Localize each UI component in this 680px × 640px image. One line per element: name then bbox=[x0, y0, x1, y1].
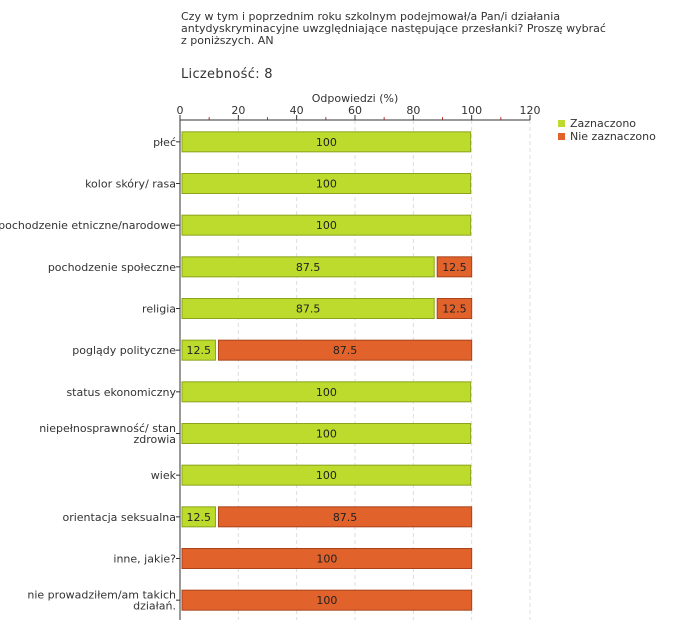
legend-swatch-not-selected bbox=[558, 133, 565, 140]
bar-label-not-selected: 100 bbox=[316, 553, 337, 566]
legend-label-selected: Zaznaczono bbox=[570, 117, 637, 130]
bar-label-selected: 100 bbox=[316, 136, 337, 149]
chart-title: Czy w tym i poprzednim roku szkolnym pod… bbox=[181, 10, 606, 47]
category-label: orientacja seksualna bbox=[62, 511, 176, 524]
bar-label-selected: 100 bbox=[316, 219, 337, 232]
category-label: pochodzenie społeczne bbox=[48, 261, 176, 274]
bar-label-not-selected: 87.5 bbox=[333, 344, 358, 357]
x-tick-label: 40 bbox=[290, 104, 304, 117]
category-label: inne, jakie? bbox=[113, 553, 176, 566]
bar-selected bbox=[181, 464, 472, 486]
x-tick-label: 80 bbox=[406, 104, 420, 117]
bar-selected bbox=[181, 256, 435, 278]
x-tick-label: 100 bbox=[461, 104, 482, 117]
bar-label-selected: 87.5 bbox=[296, 303, 321, 316]
category-label: płeć bbox=[153, 136, 176, 149]
bar-not-selected bbox=[217, 339, 473, 361]
bar-label-selected: 100 bbox=[316, 386, 337, 399]
legend-label-not-selected: Nie zaznaczono bbox=[570, 130, 656, 143]
x-tick-label: 120 bbox=[520, 104, 541, 117]
bar-label-selected: 87.5 bbox=[296, 261, 321, 274]
category-label: zdrowia bbox=[133, 433, 176, 446]
category-label: status ekonomiczny bbox=[66, 386, 176, 399]
category-label: kolor skóry/ rasa bbox=[85, 178, 176, 191]
category-label: religia bbox=[142, 303, 176, 316]
bar-selected bbox=[181, 506, 216, 528]
x-tick-label: 0 bbox=[177, 104, 184, 117]
bar-not-selected bbox=[436, 298, 473, 319]
category-label: wiek bbox=[151, 469, 177, 482]
x-tick-label: 20 bbox=[231, 104, 245, 117]
bar-label-not-selected: 12.5 bbox=[442, 261, 467, 274]
bar-label-not-selected: 87.5 bbox=[333, 511, 358, 524]
category-label: nie prowadziłem/am takich bbox=[27, 589, 176, 602]
bar-not-selected bbox=[436, 256, 473, 278]
category-label: pochodzenie etniczne/narodowe bbox=[0, 219, 176, 232]
bar-label-selected: 12.5 bbox=[186, 511, 211, 524]
x-axis-title: Odpowiedzi (%) bbox=[312, 92, 399, 105]
category-label: działań. bbox=[133, 600, 176, 613]
bar-selected bbox=[181, 339, 216, 361]
bar-selected bbox=[181, 173, 472, 194]
bar-label-not-selected: 12.5 bbox=[442, 303, 467, 316]
bar-selected bbox=[181, 131, 472, 153]
bar-not-selected bbox=[217, 506, 473, 528]
bar-label-selected: 12.5 bbox=[186, 344, 211, 357]
bar-selected bbox=[181, 423, 472, 444]
bar-not-selected bbox=[181, 589, 473, 611]
sample-count: Liczebność: 8 bbox=[181, 67, 273, 82]
legend-item-not-selected: Nie zaznaczono bbox=[558, 130, 656, 143]
legend-item-selected: Zaznaczono bbox=[558, 117, 656, 130]
chart-legend: Zaznaczono Nie zaznaczono bbox=[558, 117, 656, 143]
bar-selected bbox=[181, 214, 472, 236]
category-label: niepełnosprawność/ stan bbox=[39, 422, 176, 435]
legend-swatch-selected bbox=[558, 120, 565, 127]
x-tick-label: 60 bbox=[348, 104, 362, 117]
bar-selected bbox=[181, 298, 435, 319]
bar-not-selected bbox=[181, 548, 473, 569]
bar-label-selected: 100 bbox=[316, 469, 337, 482]
bar-label-selected: 100 bbox=[316, 428, 337, 441]
category-label: poglądy polityczne bbox=[72, 344, 176, 357]
bar-label-not-selected: 100 bbox=[316, 594, 337, 607]
bar-selected bbox=[181, 381, 472, 403]
bar-label-selected: 100 bbox=[316, 178, 337, 191]
